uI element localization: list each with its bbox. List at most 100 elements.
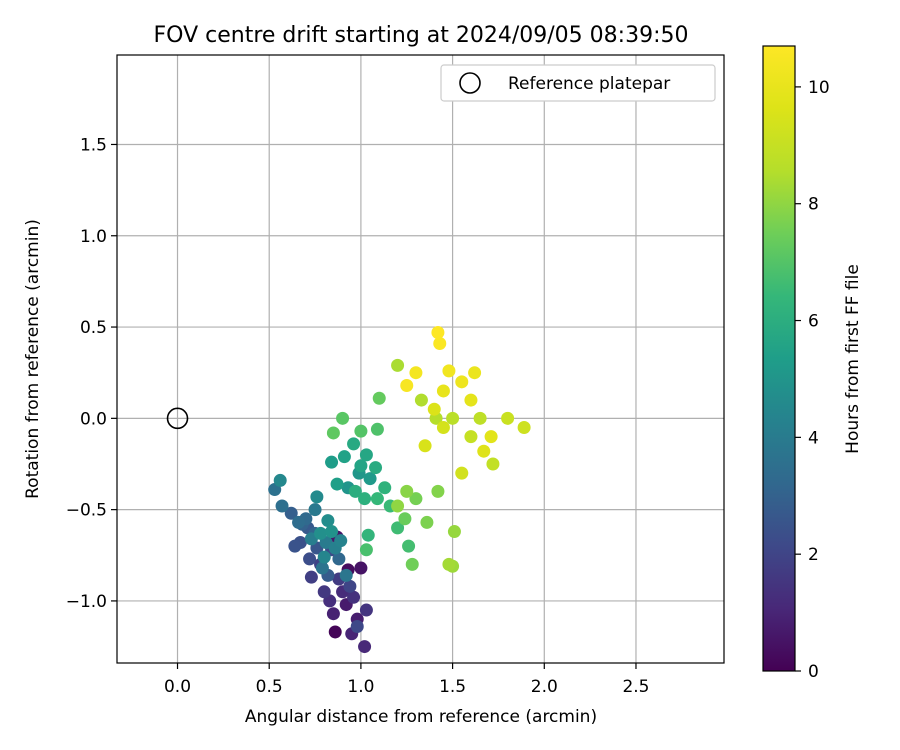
colorbar-tick-label: 6	[808, 312, 819, 332]
data-point	[310, 490, 324, 504]
legend-label: Reference platepar	[508, 74, 670, 94]
data-point	[372, 391, 386, 405]
x-tick-label: 2.5	[622, 677, 649, 697]
data-point	[361, 528, 375, 542]
reference-point	[166, 407, 189, 430]
data-point	[484, 430, 498, 444]
data-point	[315, 561, 329, 575]
y-tick-label: −0.5	[66, 501, 107, 521]
data-point	[391, 521, 405, 535]
data-point	[339, 568, 353, 582]
data-point	[414, 393, 428, 407]
data-point	[354, 561, 368, 575]
legend-marker-icon	[459, 72, 481, 94]
data-point	[455, 466, 469, 480]
colorbar-label: Hours from first FF file	[843, 264, 863, 454]
y-tick-label: 1.0	[80, 227, 107, 247]
x-axis-ticks: 0.0 0.5 1.0 1.5 2.0 2.5	[164, 663, 649, 697]
data-point	[304, 570, 318, 584]
data-point	[455, 375, 469, 389]
data-point	[446, 411, 460, 425]
y-tick-label: −1.0	[66, 592, 107, 612]
data-point	[292, 515, 306, 529]
data-point	[398, 512, 412, 526]
data-point	[347, 590, 361, 604]
data-point	[431, 484, 445, 498]
x-tick-label: 0.0	[164, 677, 191, 697]
colorbar-tick-label: 8	[808, 195, 819, 215]
data-point	[358, 640, 372, 654]
data-point	[418, 439, 432, 453]
data-point	[400, 484, 414, 498]
data-point	[317, 585, 331, 599]
data-point	[431, 326, 445, 340]
data-point	[347, 437, 361, 451]
data-point	[436, 384, 450, 398]
data-point	[468, 366, 482, 380]
data-point	[321, 514, 335, 528]
data-point	[358, 492, 372, 506]
data-point	[330, 477, 344, 491]
x-tick-label: 1.0	[347, 677, 374, 697]
y-axis-label: Rotation from reference (arcmin)	[23, 219, 43, 499]
data-point	[486, 457, 500, 471]
data-point	[369, 461, 383, 475]
y-tick-label: 0.5	[80, 318, 107, 338]
data-point	[447, 525, 461, 539]
x-tick-label: 2.0	[531, 677, 558, 697]
data-point	[337, 450, 351, 464]
data-point	[354, 424, 368, 438]
colorbar: 0 2 4 6 8 10 Hours from first FF file	[762, 45, 863, 682]
data-point	[501, 411, 515, 425]
data-point	[334, 534, 348, 548]
plot-frame	[116, 54, 725, 664]
data-point	[433, 336, 447, 350]
data-point	[288, 539, 302, 553]
data-point	[326, 607, 340, 621]
data-point	[332, 552, 346, 566]
x-tick-label: 0.5	[256, 677, 283, 697]
data-point	[400, 378, 414, 392]
data-point	[359, 448, 373, 462]
data-point	[442, 557, 456, 571]
data-point	[350, 619, 364, 633]
data-point	[303, 552, 317, 566]
x-axis-label: Angular distance from reference (arcmin)	[245, 707, 597, 727]
data-point	[464, 430, 478, 444]
data-point	[517, 420, 531, 434]
data-point	[378, 481, 392, 495]
data-points	[268, 326, 531, 654]
y-tick-label: 0.0	[80, 409, 107, 429]
data-point	[409, 366, 423, 380]
data-point	[359, 543, 373, 557]
y-tick-label: 1.5	[80, 135, 107, 155]
data-point	[427, 402, 441, 416]
colorbar-tick-label: 10	[808, 78, 830, 98]
data-point	[314, 526, 328, 540]
data-point	[442, 364, 456, 378]
data-point	[336, 411, 350, 425]
legend: Reference platepar	[440, 64, 716, 102]
data-point	[343, 579, 357, 593]
data-point	[273, 473, 287, 487]
data-point	[402, 539, 416, 553]
data-point	[370, 422, 384, 436]
data-point	[420, 515, 434, 529]
data-point	[363, 472, 377, 486]
chart-title: FOV centre drift starting at 2024/09/05 …	[154, 23, 689, 48]
colorbar-gradient	[762, 45, 796, 672]
data-point	[473, 411, 487, 425]
data-point	[359, 603, 373, 617]
data-point	[436, 420, 450, 434]
data-point	[391, 358, 405, 372]
legend-box	[440, 64, 716, 102]
data-point	[328, 625, 342, 639]
colorbar-tick-label: 2	[808, 545, 819, 565]
data-point	[284, 506, 298, 520]
data-point	[464, 393, 478, 407]
data-point	[405, 557, 419, 571]
colorbar-tick-label: 4	[808, 428, 819, 448]
data-point	[325, 455, 339, 469]
plot-area	[116, 54, 725, 664]
data-point	[477, 444, 491, 458]
